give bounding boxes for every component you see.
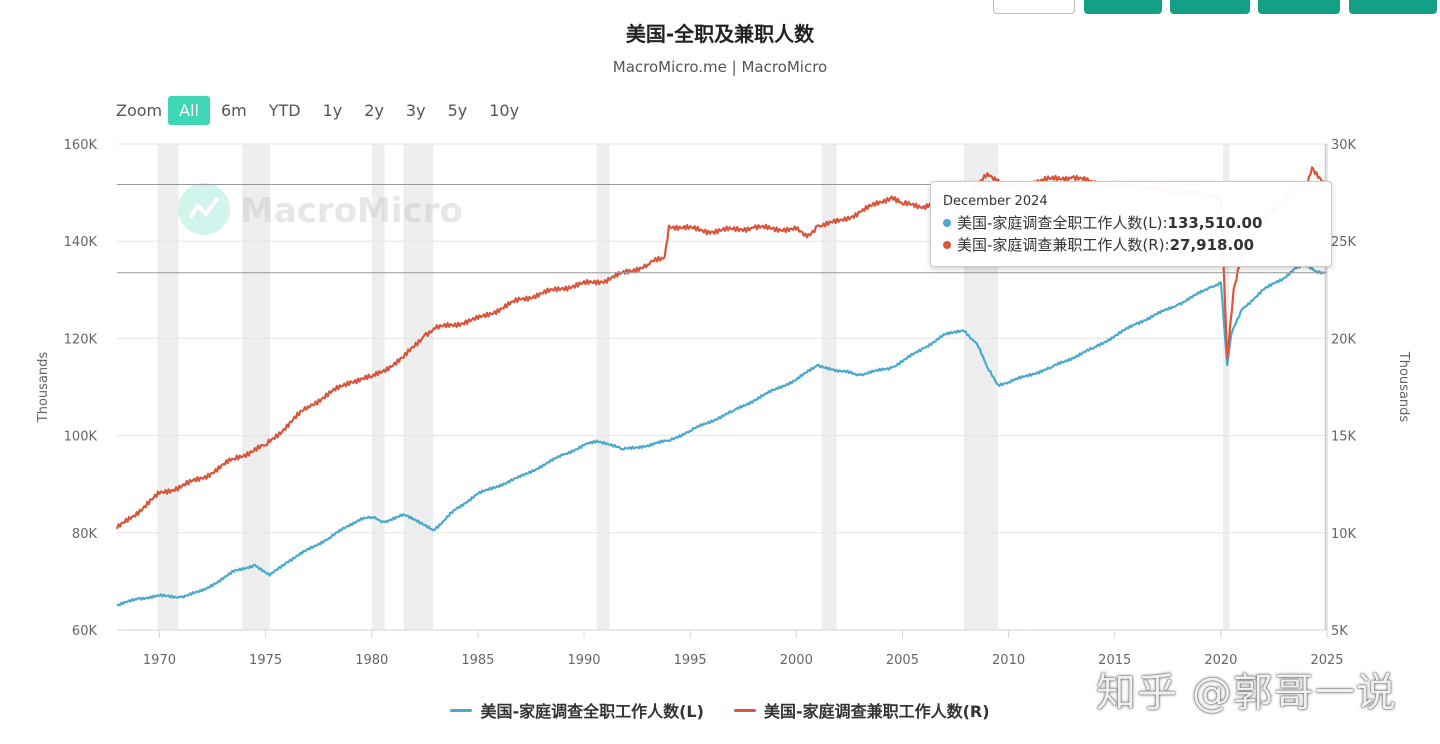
recession-band-1 — [242, 144, 270, 630]
y-left-tick-label-1: 80K — [72, 527, 98, 542]
y-right-tick-label-1: 10K — [1331, 527, 1357, 542]
recession-band-0 — [157, 144, 179, 630]
x-tick-label-3: 1985 — [461, 653, 494, 668]
toolbar-button-4[interactable] — [1349, 0, 1437, 14]
macromicro-watermark-logo: MacroMicro — [178, 183, 463, 235]
x-tick-label-1: 1975 — [249, 653, 282, 668]
tooltip-row-parttime: 美国-家庭调查兼职工作人数(R): 27,918.00 — [943, 234, 1319, 256]
y-right-axis-title: Thousands — [1396, 351, 1411, 423]
tooltip: December 2024 美国-家庭调查全职工作人数(L): 133,510.… — [930, 181, 1332, 267]
tooltip-value-parttime: 27,918.00 — [1169, 236, 1255, 254]
zoom-3y-button[interactable]: 3y — [405, 101, 426, 120]
recession-band-4 — [596, 144, 610, 630]
series-line-fulltime — [116, 264, 1326, 607]
legend-label-fulltime: 美国-家庭调查全职工作人数(L) — [480, 702, 704, 721]
legend-swatch-fulltime — [450, 708, 473, 712]
svg-text:MacroMicro: MacroMicro — [240, 191, 463, 231]
y-left-tick-label-2: 100K — [64, 430, 98, 445]
x-tick-label-5: 1995 — [674, 653, 707, 668]
x-tick-label-0: 1970 — [143, 653, 176, 668]
y-left-tick-label-4: 140K — [64, 235, 98, 250]
x-tick-label-7: 2005 — [886, 653, 919, 668]
zoom-6m-button[interactable]: 6m — [220, 101, 247, 120]
y-left-axis-title: Thousands — [36, 352, 51, 424]
zoom-10y-button[interactable]: 10y — [489, 101, 520, 120]
legend-swatch-parttime — [733, 708, 756, 712]
y-left-tick-label-5: 160K — [64, 138, 98, 153]
legend-item-parttime[interactable]: 美国-家庭调查兼职工作人数(R) — [733, 698, 990, 722]
tooltip-label-fulltime: 美国-家庭调查全职工作人数(L): — [957, 214, 1168, 232]
y-left-tick-label-3: 120K — [64, 332, 98, 347]
toolbar-button-2[interactable] — [1170, 0, 1250, 14]
x-tick-label-4: 1990 — [567, 653, 600, 668]
zoom-2y-button[interactable]: 2y — [364, 101, 384, 120]
tooltip-dot-parttime — [943, 241, 951, 249]
toolbar-button-1[interactable] — [1084, 0, 1162, 14]
legend-item-fulltime[interactable]: 美国-家庭调查全职工作人数(L) — [450, 698, 704, 722]
chart-subtitle: MacroMicro.me | MacroMicro — [612, 58, 828, 76]
y-right-tick-label-2: 15K — [1331, 430, 1357, 445]
recession-band-7 — [1222, 144, 1230, 630]
legend: 美国-家庭调查全职工作人数(L) 美国-家庭调查兼职工作人数(R) — [0, 698, 1440, 722]
zoom-1y-button[interactable]: 1y — [322, 101, 343, 120]
x-tick-label-2: 1980 — [355, 653, 388, 668]
zoom-selector: Zoom All 6m YTD 1y 2y 3y 5y 10y — [116, 96, 530, 125]
share-button[interactable] — [993, 0, 1075, 14]
zoom-5y-button[interactable]: 5y — [447, 101, 468, 120]
y-right-tick-label-3: 20K — [1331, 332, 1357, 347]
recession-band-3 — [403, 144, 434, 630]
y-right-tick-label-5: 30K — [1331, 138, 1357, 153]
x-tick-label-10: 2020 — [1204, 653, 1237, 668]
recession-band-5 — [821, 144, 837, 630]
zhihu-watermark: 知乎 @郭哥一说 — [1096, 670, 1397, 716]
toolbar-button-3[interactable] — [1258, 0, 1340, 14]
y-left-tick-label-0: 60K — [72, 624, 98, 639]
axes: 60K 80K 100K 120K 140K 160K 5K 10K 15K 20K 25K 30K 1… — [36, 138, 1411, 668]
chart-title: 美国-全职及兼职人数 — [625, 22, 815, 46]
zoom-all-button[interactable]: All — [168, 96, 210, 125]
zoom-label: Zoom — [116, 101, 163, 120]
x-tick-label-11: 2025 — [1310, 653, 1343, 668]
y-right-tick-label-4: 25K — [1331, 235, 1357, 250]
zoom-ytd-button[interactable]: YTD — [268, 101, 301, 120]
x-tick-label-6: 2000 — [780, 653, 813, 668]
recession-band-2 — [371, 144, 385, 630]
legend-label-parttime: 美国-家庭调查兼职工作人数(R) — [763, 702, 990, 721]
x-tick-label-9: 2015 — [1098, 653, 1131, 668]
tooltip-row-fulltime: 美国-家庭调查全职工作人数(L): 133,510.00 — [943, 212, 1319, 234]
tooltip-label-parttime: 美国-家庭调查兼职工作人数(R): — [957, 236, 1170, 254]
tooltip-value-fulltime: 133,510.00 — [1167, 214, 1263, 232]
y-right-tick-label-0: 5K — [1331, 624, 1348, 639]
tooltip-date: December 2024 — [943, 194, 1048, 209]
tooltip-dot-fulltime — [943, 219, 951, 227]
x-tick-label-8: 2010 — [992, 653, 1025, 668]
